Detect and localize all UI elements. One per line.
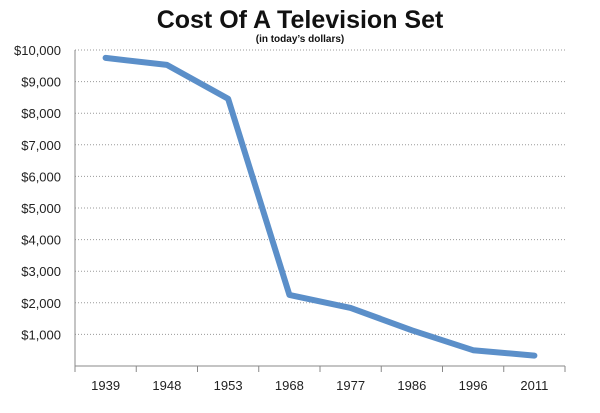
y-tick-label: $9,000 [21,75,61,90]
series-line [102,54,538,359]
x-tick-label: 2011 [520,378,548,393]
chart-subtitle: (in today’s dollars) [256,34,345,45]
x-tick-label: 1948 [152,378,181,393]
x-tick-label: 1939 [91,378,120,393]
x-tick-label: 1977 [336,378,365,393]
y-tick-label: $5,000 [21,201,61,216]
y-tick-label: $7,000 [21,138,61,153]
x-tick-label: 1953 [214,378,243,393]
y-tick-label: $3,000 [21,264,61,279]
y-tick-label: $1,000 [21,327,61,342]
axes [74,50,566,372]
y-tick-labels: $1,000 $2,000 $3,000 $4,000 $5,000 $6,000 $7,0… [14,43,61,342]
x-tick-labels: 1939 1948 1953 1968 1977 1986 1996 2011 [91,378,548,393]
y-tick-label: $4,000 [21,233,61,248]
y-tick-label: $2,000 [21,296,61,311]
chart-title: Cost Of A Television Set [157,6,444,34]
y-tick-label: $8,000 [21,106,61,121]
series-layer [102,54,538,359]
x-tick-label: 1986 [397,378,426,393]
y-tick-label: $10,000 [14,43,61,58]
x-tick-label: 1968 [275,378,304,393]
y-tick-label: $6,000 [21,169,61,184]
x-tick-label: 1996 [459,378,488,393]
gridlines [75,49,565,335]
